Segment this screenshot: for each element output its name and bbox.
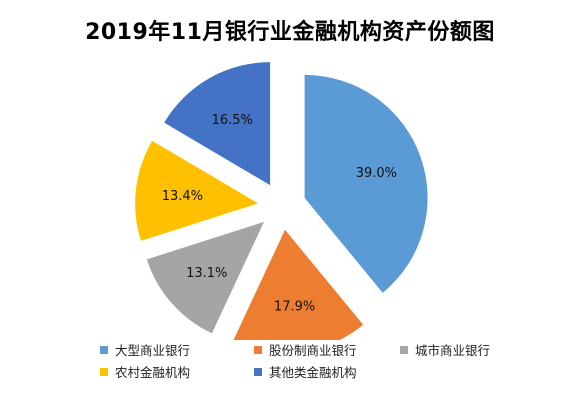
legend-swatch [400,345,408,354]
legend-swatch [100,367,108,376]
chart-title: 2019年11月银行业金融机构资产份额图 [85,20,495,45]
legend-label: 大型商业银行 [115,343,191,358]
legend-item: 大型商业银行 [100,340,190,359]
slice-value-label: 13.1% [186,266,227,281]
slice-value-label: 13.4% [162,189,203,204]
legend-swatch [254,345,262,354]
pie-slice [135,140,259,241]
legend-item: 城市商业银行 [400,340,490,359]
pie-slice [304,74,428,293]
legend-label: 股份制商业银行 [269,343,357,358]
legend-item: 农村金融机构 [100,362,190,381]
legend-item: 股份制商业银行 [254,340,357,359]
legend-label: 其他类金融机构 [269,365,357,380]
pie-chart: 39.0% 17.9% 13.1% 13.4% 16.5% [135,62,428,340]
pie-slice [164,62,271,186]
legend-item: 其他类金融机构 [254,362,357,381]
legend-swatch [100,345,108,354]
legend-label: 农村金融机构 [115,365,191,380]
legend-swatch [254,367,262,376]
slice-value-label: 39.0% [356,166,397,181]
pie-slice [146,221,264,334]
slice-value-label: 16.5% [212,113,253,128]
legend-label: 城市商业银行 [415,343,491,358]
pie-slice [233,229,364,340]
slice-value-label: 17.9% [274,299,315,314]
